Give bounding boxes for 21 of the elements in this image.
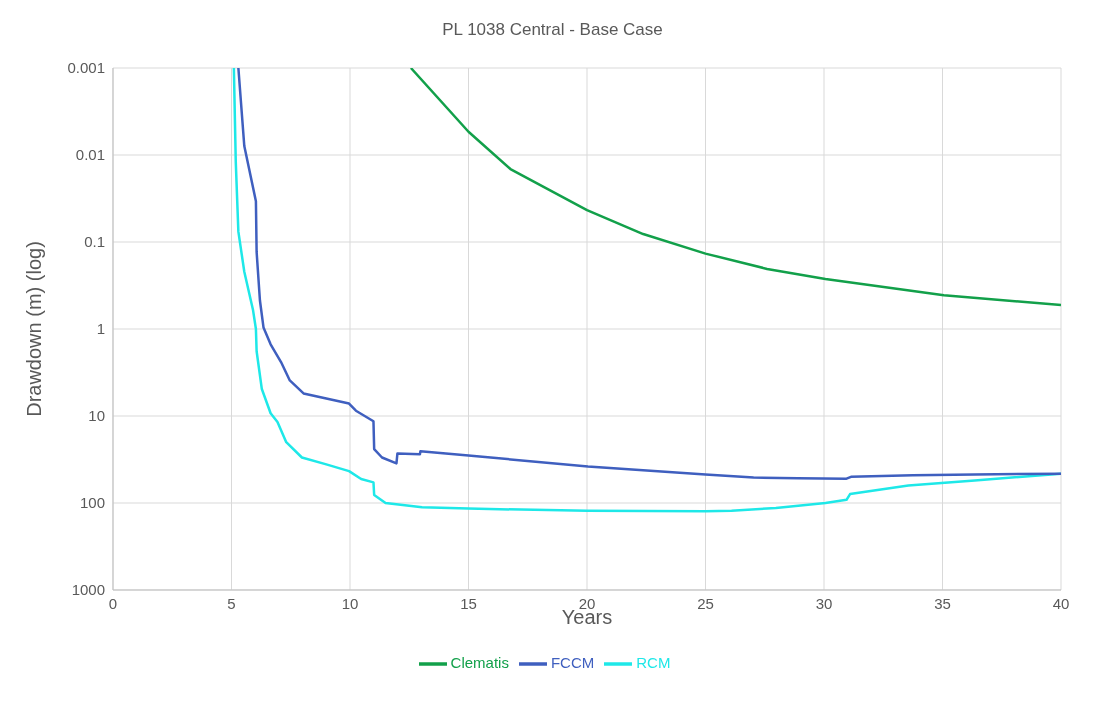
legend-label: RCM: [636, 653, 671, 671]
legend-label: FCCM: [550, 653, 595, 671]
chart-title: PL 1038 Central - Base Case: [441, 20, 664, 40]
x-tick-label: 30: [815, 594, 833, 612]
x-tick-label: 10: [341, 594, 359, 612]
legend-label: Clematis: [450, 653, 509, 671]
x-tick-label: 25: [697, 594, 714, 612]
y-tick-label: 0.1: [84, 233, 105, 251]
y-tick-label: 100: [79, 494, 105, 512]
x-tick-label: 5: [227, 594, 236, 612]
y-tick-label: 1000: [71, 581, 105, 599]
x-tick-label: 0: [108, 594, 118, 612]
line-series: [409, 68, 1061, 307]
x-tick-label: 35: [934, 594, 951, 612]
y-tick-label: 0.001: [67, 59, 105, 77]
x-tick-label: 15: [460, 594, 477, 612]
y-axis-title: Drawdown (m) (log): [23, 241, 46, 417]
y-tick-label: 1: [96, 320, 105, 338]
y-tick-label: 10: [88, 407, 105, 425]
x-tick-label: 40: [1052, 594, 1070, 612]
y-tick-label: 0.01: [75, 146, 105, 164]
